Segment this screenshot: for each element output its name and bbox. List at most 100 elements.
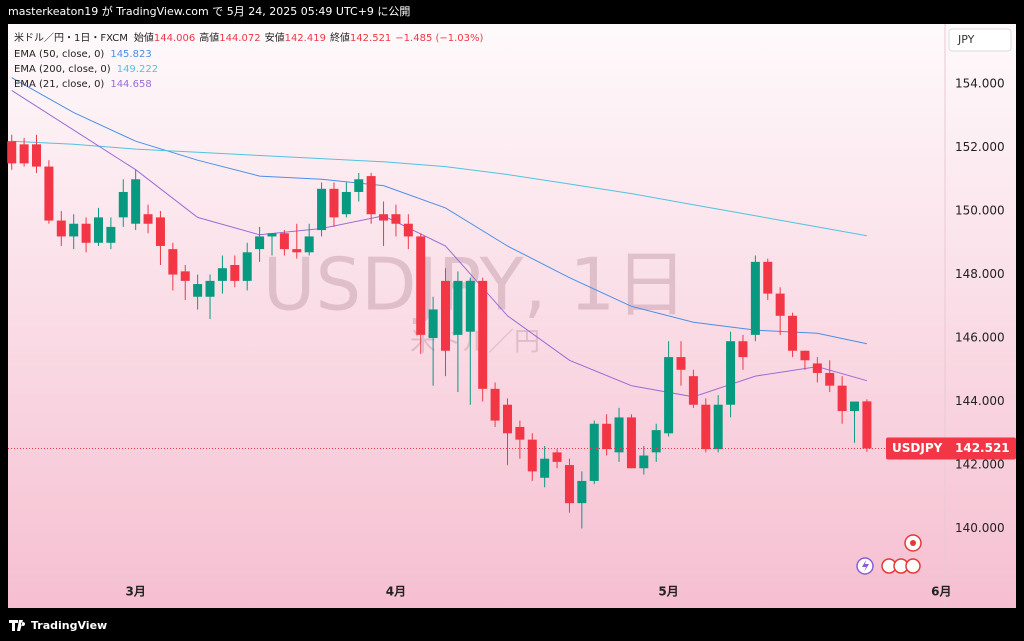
- candle-body: [354, 179, 364, 192]
- x-tick-label: 5月: [658, 585, 678, 599]
- candle-body: [775, 293, 785, 316]
- candle-body: [7, 141, 17, 164]
- candle-body: [403, 223, 413, 237]
- chart-background: [8, 24, 1016, 608]
- candle-body: [602, 423, 612, 450]
- candle-body: [626, 417, 636, 469]
- ohlc-label: 安値: [265, 31, 285, 44]
- candle-body: [502, 404, 512, 434]
- ohlc-value: 142.521: [350, 33, 391, 44]
- candle-body: [205, 280, 215, 297]
- y-tick-label: 154.000: [955, 77, 1005, 91]
- candle-body: [850, 401, 860, 412]
- symbol-label: USDJPY: [892, 441, 943, 455]
- candle-body: [614, 417, 624, 453]
- candle-body: [812, 363, 822, 373]
- y-tick-label: 142.000: [955, 458, 1005, 472]
- candle-body: [478, 280, 488, 389]
- candle-body: [837, 385, 847, 412]
- candle-body: [391, 214, 401, 224]
- candle-body: [217, 268, 227, 281]
- candle-body: [639, 455, 649, 469]
- y-tick-label: 140.000: [955, 521, 1005, 535]
- y-tick-label: 146.000: [955, 331, 1005, 345]
- candle-body: [726, 341, 736, 405]
- candle-body: [490, 388, 500, 421]
- candle-body: [713, 404, 723, 450]
- candle-body: [19, 144, 29, 164]
- candle-body: [379, 214, 389, 221]
- candle-body: [527, 439, 537, 472]
- candle-body: [32, 144, 42, 167]
- legend-ohlc: 米ドル／円・1日・FXCM 始値144.006 高値144.072 安値142.419…: [14, 31, 484, 44]
- x-tick-label: 6月: [931, 585, 951, 599]
- candle-body: [366, 176, 376, 215]
- candle-body: [738, 341, 748, 358]
- ohlc-label: 高値: [199, 31, 219, 44]
- candle-body: [279, 233, 289, 250]
- candle-body: [577, 480, 587, 504]
- legend-value: 144.658: [110, 79, 151, 90]
- candle-body: [750, 261, 760, 335]
- candle-body: [131, 179, 141, 224]
- candle-body: [788, 315, 798, 351]
- candle-body: [515, 426, 525, 440]
- y-tick-label: 144.000: [955, 394, 1005, 408]
- event-icons[interactable]: [856, 534, 922, 575]
- legend-item: EMA (21, close, 0) 144.658: [14, 79, 152, 90]
- candle-body: [267, 233, 277, 237]
- x-tick-label: 3月: [125, 585, 145, 599]
- y-tick-label: 152.000: [955, 140, 1005, 154]
- footer-logo[interactable]: [9, 620, 26, 631]
- candle-body: [155, 217, 165, 246]
- last-price-badge: [886, 437, 1016, 460]
- watermark: USDJPY, 1日: [263, 243, 687, 327]
- candle-body: [255, 236, 265, 250]
- candle-body: [242, 252, 252, 281]
- candle-body: [44, 166, 54, 221]
- candle-body: [664, 357, 674, 434]
- candle-body: [453, 280, 463, 335]
- footer-brand: TradingView: [31, 619, 107, 632]
- ohlc-label: 終値: [330, 31, 350, 44]
- currency: JPY: [957, 33, 975, 46]
- currency-box[interactable]: [948, 28, 1012, 52]
- candle-body: [292, 249, 302, 253]
- publish-header: masterkeaton19 が TradingView.com で 5月 24…: [8, 4, 410, 18]
- candle-body: [93, 217, 103, 243]
- candle-body: [465, 280, 475, 332]
- candle-body: [106, 226, 116, 243]
- ema-line: [11, 77, 868, 345]
- legend-name: EMA (50, close, 0): [14, 49, 104, 60]
- x-tick-label: 4月: [386, 585, 406, 599]
- legend-item: EMA (200, close, 0) 149.222: [14, 64, 158, 75]
- candle-body: [81, 223, 91, 243]
- candle-body: [763, 261, 773, 294]
- ohlc-value: 144.072: [219, 33, 260, 44]
- candle-body: [118, 191, 128, 218]
- ohlc-value: 142.419: [285, 33, 326, 44]
- candle-body: [416, 236, 426, 335]
- candle-body: [69, 223, 79, 237]
- candle-body: [540, 458, 550, 478]
- candle-body: [676, 357, 686, 370]
- change-value: −1.485 (−1.03%): [395, 33, 483, 44]
- legend-value: 145.823: [110, 49, 151, 60]
- ema-line: [11, 140, 867, 237]
- legend-item: EMA (50, close, 0) 145.823: [14, 49, 152, 60]
- candle-body: [168, 249, 178, 275]
- legend-name: EMA (21, close, 0): [14, 79, 104, 90]
- candle-body: [552, 452, 562, 462]
- y-tick-label: 148.000: [955, 267, 1005, 281]
- candle-body: [329, 188, 339, 218]
- candle-body: [180, 271, 190, 281]
- candle-body: [862, 401, 872, 449]
- candle-body: [589, 423, 599, 481]
- candle-body: [304, 236, 314, 253]
- ohlc-label: 始値: [134, 31, 154, 44]
- ohlc-value: 144.006: [154, 33, 195, 44]
- candle-body: [701, 404, 711, 450]
- legend-value: 149.222: [117, 64, 158, 75]
